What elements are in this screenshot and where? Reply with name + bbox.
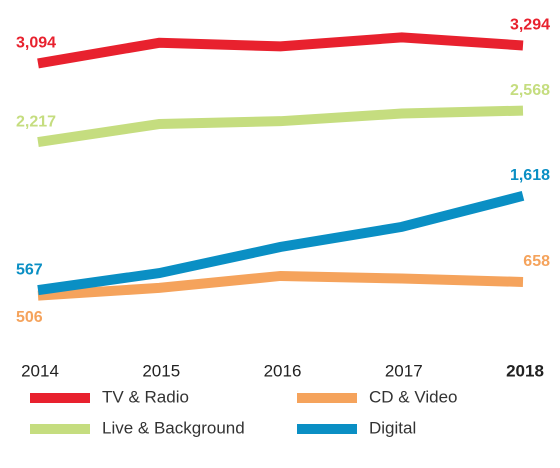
- series-line: [37, 32, 524, 69]
- series-line: [37, 105, 524, 148]
- value-label: 2,217: [16, 113, 56, 130]
- series-line: [37, 190, 525, 296]
- x-tick-label: 2018: [506, 361, 544, 380]
- series-line: [37, 270, 524, 301]
- x-tick-label: 2015: [142, 361, 180, 380]
- x-tick-label: 2016: [264, 361, 302, 380]
- value-label: 1,618: [510, 167, 550, 184]
- legend-swatch: [297, 424, 357, 434]
- legend-label: CD & Video: [369, 387, 458, 406]
- value-label: 567: [16, 261, 43, 278]
- legend-swatch: [30, 393, 90, 403]
- x-tick-label: 2017: [385, 361, 423, 380]
- value-label: 2,568: [510, 82, 550, 99]
- value-label: 506: [16, 309, 43, 326]
- value-label: 658: [523, 253, 550, 270]
- value-label: 3,294: [510, 17, 550, 34]
- value-label: 3,094: [16, 35, 56, 52]
- legend-label: TV & Radio: [102, 387, 189, 406]
- legend-label: Live & Background: [102, 418, 245, 437]
- legend-label: Digital: [369, 418, 416, 437]
- x-tick-label: 2014: [21, 361, 59, 380]
- legend-swatch: [297, 393, 357, 403]
- legend-swatch: [30, 424, 90, 434]
